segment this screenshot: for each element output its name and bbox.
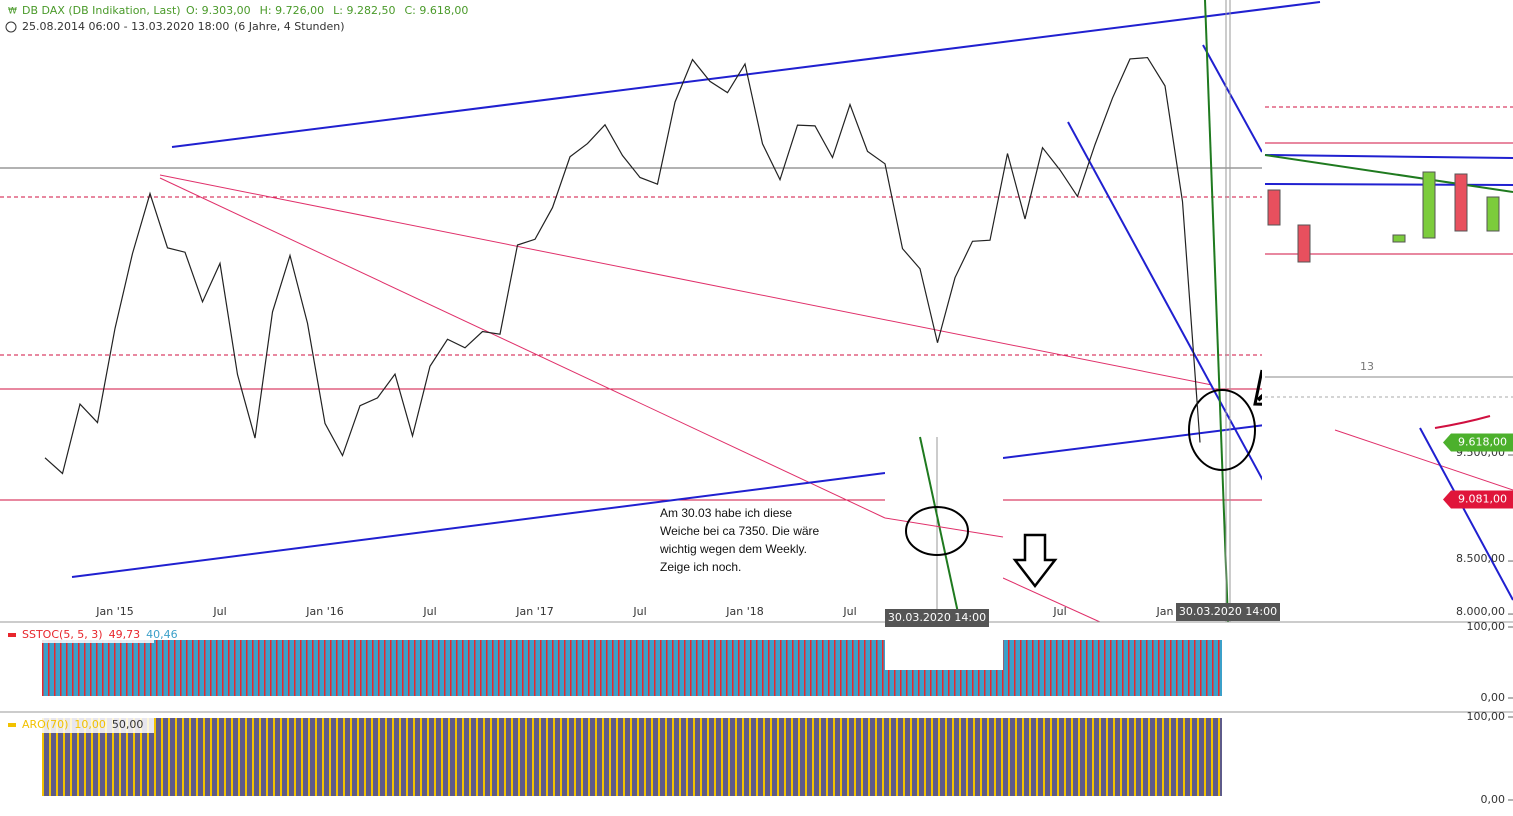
price-tag-label: 9.618,00 xyxy=(1458,436,1507,449)
oscillator-band xyxy=(42,640,1222,696)
legend-value: 49,73 xyxy=(109,628,141,641)
legend-value: 10,00 xyxy=(74,718,106,731)
x-tick-label: Jul xyxy=(422,605,436,618)
x-tick-label: Jan '15 xyxy=(95,605,133,618)
price-tag xyxy=(1443,433,1513,452)
legend-bg xyxy=(4,717,154,733)
y-tick-label: 0,00 xyxy=(1481,691,1506,704)
legend-swatch xyxy=(8,633,16,637)
ohlc-value: C: 9.618,00 xyxy=(404,4,468,17)
annotation: wichtig wegen dem Weekly. xyxy=(659,542,807,556)
x-tick-label: Jan '18 xyxy=(725,605,763,618)
price-tag-label: 9.081,00 xyxy=(1458,492,1507,505)
x-tick-label: Jan xyxy=(1156,605,1174,618)
annotation: Weiche bei ca 7350. Die wäre xyxy=(660,524,820,538)
crosshair-box xyxy=(885,609,989,627)
crosshair-label: 30.03.2020 14:00 xyxy=(888,611,986,624)
legend-bg xyxy=(4,627,154,643)
legend-value: 50,00 xyxy=(112,718,144,731)
x-tick-label: Jul xyxy=(212,605,226,618)
price-line xyxy=(44,56,1201,475)
legend-title: ARO(70) xyxy=(22,718,68,731)
ohlc-value: H: 9.726,00 xyxy=(260,4,324,17)
x-tick-label: Jul xyxy=(1052,605,1066,618)
drawings xyxy=(0,0,1513,713)
y-tick-label: 8.000,00 xyxy=(1456,605,1505,618)
x-tick-label: Jan '17 xyxy=(515,605,553,618)
legend-title: SSTOC(5, 5, 3) xyxy=(22,628,103,641)
ohlc-value: L: 9.282,50 xyxy=(333,4,395,17)
oscillator-band xyxy=(42,718,1222,796)
inset-label: 13 xyxy=(1360,360,1374,373)
annotation: Am 30.03 habe ich diese xyxy=(660,506,792,520)
annotation: Zeige ich noch. xyxy=(660,560,741,574)
legend-value: 40,46 xyxy=(146,628,178,641)
title: DB DAX (DB Indikation, Last) xyxy=(22,4,181,17)
date-range: 25.08.2014 06:00 - 13.03.2020 18:00 xyxy=(22,20,229,33)
y-tick-label: 0,00 xyxy=(1481,793,1506,806)
x-tick-label: Jul xyxy=(842,605,856,618)
y-tick-label: 100,00 xyxy=(1467,620,1506,633)
x-tick-label: Jan '16 xyxy=(305,605,343,618)
x-tick-label: Jul xyxy=(632,605,646,618)
y-tick-label: 100,00 xyxy=(1467,710,1506,723)
y-tick-label: 8.500,00 xyxy=(1456,552,1505,565)
period: (6 Jahre, 4 Stunden) xyxy=(234,20,345,33)
crosshair-box xyxy=(1176,603,1280,621)
price-tag xyxy=(1443,490,1513,509)
overlay xyxy=(885,627,1003,670)
ohlc-value: O: 9.303,00 xyxy=(186,4,251,17)
logo: ₩ xyxy=(8,7,17,17)
legend-swatch xyxy=(8,723,16,727)
crosshair-label: 30.03.2020 14:00 xyxy=(1179,605,1277,618)
clock-icon xyxy=(5,21,17,33)
